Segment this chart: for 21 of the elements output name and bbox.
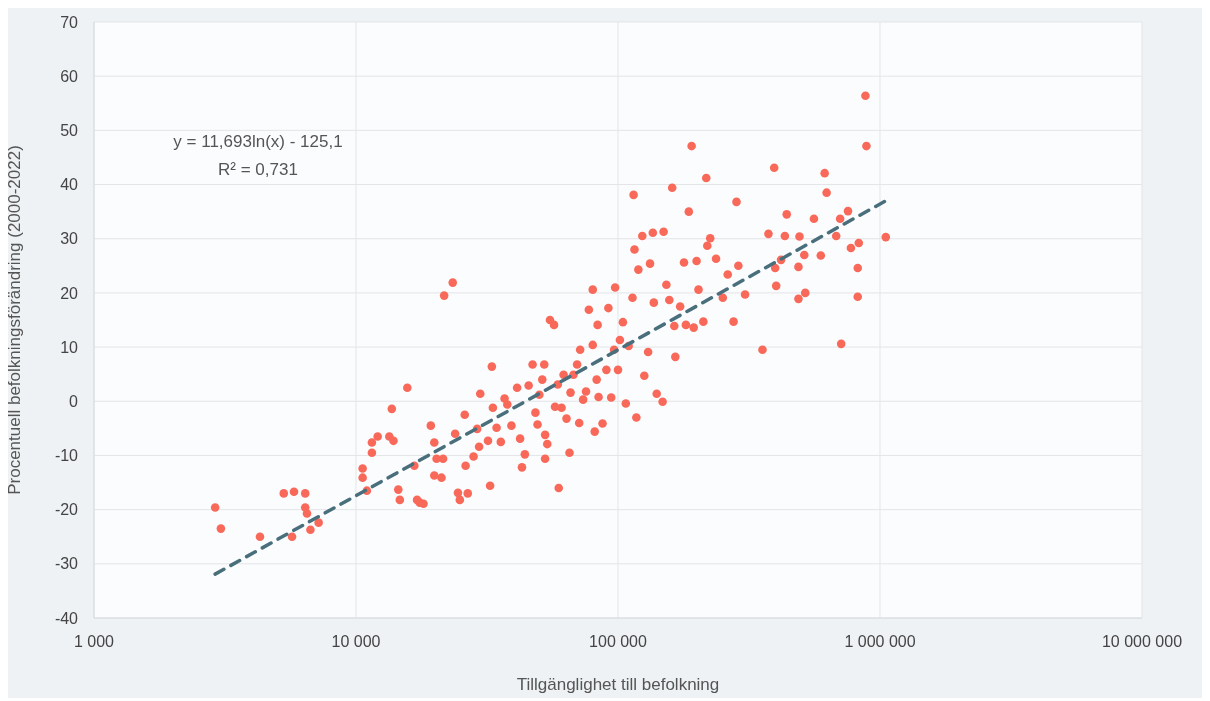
y-tick-label: -40 [54, 609, 79, 627]
y-tick-label: -30 [54, 555, 79, 573]
x-tick-label: 10 000 000 [1101, 633, 1183, 651]
y-tick-label: -20 [54, 501, 79, 519]
y-tick-label: 70 [60, 13, 79, 31]
y-tick-label: 60 [60, 67, 79, 85]
y-tick-label: -10 [54, 447, 79, 465]
y-tick-label: 10 [60, 338, 79, 356]
annotation: y = 11,693ln(x) - 125,1 [172, 131, 344, 153]
y-tick-label: 30 [60, 230, 79, 248]
y-tick-label: 40 [60, 176, 79, 194]
y-tick-label: 50 [60, 122, 79, 140]
x-tick-label: 100 000 [589, 633, 648, 651]
x-tick-label: 1 000 [73, 633, 115, 651]
x-tick-label: 10 000 [331, 633, 381, 651]
x-axis-title: Tillgänglighet till befolkning [516, 675, 720, 694]
y-axis-title: Procentuell befolkningsförändring (2000-2022) [5, 145, 25, 495]
y-tick-label: 20 [60, 284, 79, 302]
y-tick-label: 0 [69, 392, 79, 410]
x-tick-label: 1 000 000 [844, 633, 916, 651]
annotation: R² = 0,731 [217, 159, 299, 181]
